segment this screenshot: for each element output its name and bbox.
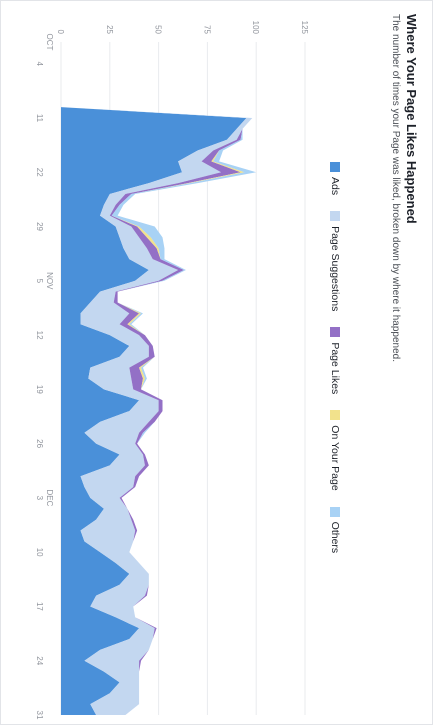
y-tick-label-100: 100 [251, 21, 260, 35]
x-tick-day-2: 4 [35, 61, 44, 66]
x-tick-day-37: 26 [35, 439, 44, 448]
y-tick-label-25: 25 [105, 25, 114, 34]
x-tick-day-52: 17 [35, 602, 44, 611]
y-tick-label-50: 50 [154, 25, 163, 34]
x-tick-month-oct: OCT [45, 34, 54, 51]
area-series-page-suggestions [61, 42, 253, 715]
x-tick-day-47: 10 [35, 548, 44, 557]
x-tick-day-32: 19 [35, 385, 44, 394]
x-tick-day-7: 11 [35, 114, 44, 123]
x-tick-day-27: 12 [35, 331, 44, 340]
x-tick-day-12: 22 [35, 168, 44, 177]
x-tick-day-62: 31 [35, 711, 44, 720]
area-series-ads [61, 42, 247, 715]
x-tick-day-22: 5 [35, 279, 44, 284]
x-tick-month-dec: DEC [45, 489, 54, 506]
x-tick-day-42: 3 [35, 496, 44, 501]
y-tick-label-75: 75 [202, 25, 211, 34]
x-tick-month-nov: NOV [45, 272, 54, 290]
x-tick-day-17: 29 [35, 222, 44, 231]
x-tick-day-57: 24 [35, 656, 44, 665]
y-tick-label-0: 0 [56, 30, 65, 35]
y-tick-label-125: 125 [300, 21, 309, 35]
